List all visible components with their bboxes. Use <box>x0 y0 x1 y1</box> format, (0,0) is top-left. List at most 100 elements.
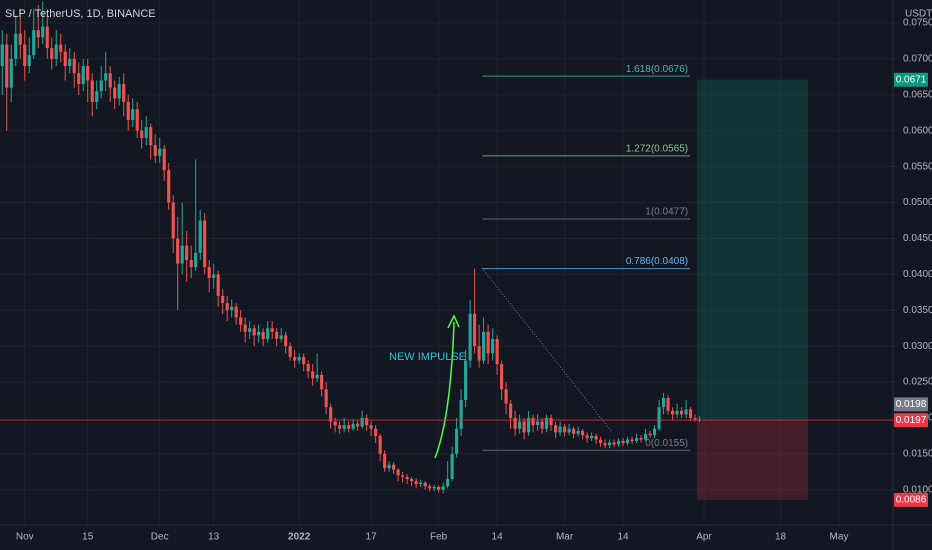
candle-body <box>41 26 45 38</box>
candle-body <box>257 331 261 336</box>
candle-body <box>297 356 301 361</box>
candle-body <box>68 58 72 67</box>
x-tick-label: 14 <box>618 532 630 543</box>
candle-body <box>617 440 621 445</box>
candle-body <box>315 374 319 379</box>
candle-body <box>243 324 247 332</box>
candle-body <box>639 438 643 440</box>
candle-body <box>333 421 337 426</box>
candle-body <box>522 421 526 433</box>
candle-body <box>441 486 445 490</box>
candle-body <box>518 421 522 429</box>
candle-body <box>567 428 571 433</box>
candle-body <box>486 331 490 354</box>
candle-body <box>504 389 508 404</box>
candle-body <box>374 428 378 436</box>
candle-body <box>468 313 472 361</box>
annotation: NEW IMPULSE <box>389 351 466 363</box>
candle-body <box>324 389 328 408</box>
fib-label: 0(0.0155) <box>645 438 688 449</box>
candle-body <box>625 439 630 444</box>
candle-body <box>275 331 279 339</box>
x-tick-label: May <box>830 532 849 543</box>
candle-body <box>63 51 67 67</box>
candle-body <box>608 442 612 446</box>
candle-body <box>634 438 639 441</box>
candle-body <box>185 245 189 260</box>
target-zone <box>696 79 808 421</box>
candle-body <box>158 148 162 156</box>
candle-body <box>540 421 544 429</box>
candle-body <box>531 417 535 426</box>
candle-body <box>491 338 495 354</box>
candle-body <box>378 435 382 454</box>
candle-body <box>14 33 18 59</box>
candle-body <box>95 91 99 102</box>
candle-body <box>270 328 274 332</box>
candle-body <box>612 442 616 445</box>
candle-body <box>99 80 103 92</box>
candle-body <box>652 428 657 436</box>
candle-body <box>252 328 256 336</box>
price-label-box <box>894 72 928 87</box>
candle-body <box>239 317 243 325</box>
candle-body <box>446 479 450 487</box>
y-tick-label: 0.0600 <box>903 125 932 136</box>
candle-body <box>221 295 225 304</box>
y-tick-label: 0.0700 <box>903 54 932 65</box>
candle-body <box>513 417 517 429</box>
fib-label: 1(0.0477) <box>645 207 688 218</box>
candle-body <box>329 407 333 422</box>
y-tick-label: 0.0450 <box>903 233 932 244</box>
arrow-head <box>447 314 460 329</box>
chart-title: SLP / TetherUS, 1D, BINANCE <box>5 8 156 20</box>
candle-body <box>126 101 130 120</box>
candle-body <box>549 417 553 426</box>
candle-body <box>450 453 454 480</box>
candle-body <box>180 245 184 264</box>
price-label: 0.0197 <box>896 415 927 426</box>
y-tick-label: 0.0500 <box>903 197 932 208</box>
candle-body <box>603 443 607 446</box>
candle-body <box>675 410 679 415</box>
candle-body <box>108 73 112 88</box>
candle-body <box>347 425 351 429</box>
candle-body <box>482 331 486 361</box>
candle-body <box>509 403 513 418</box>
position-boxes <box>696 79 808 500</box>
x-tick-label: 2022 <box>288 532 311 543</box>
candle-body <box>113 87 117 99</box>
y-tick-label: 0.0100 <box>903 484 932 495</box>
candle-body <box>585 435 589 439</box>
candle-body <box>212 274 216 278</box>
candle-body <box>140 130 144 138</box>
candle-body <box>693 417 697 420</box>
candle-body <box>684 409 688 415</box>
price-label: 0.0198 <box>896 399 927 410</box>
arrow <box>434 321 455 459</box>
candle-body <box>423 482 427 487</box>
candle-body <box>54 44 58 59</box>
candle-body <box>383 453 387 469</box>
candle-body <box>162 148 166 171</box>
x-tick-label: 18 <box>775 532 787 543</box>
candle-body <box>32 30 36 56</box>
candle-body <box>189 259 193 268</box>
candle-body <box>572 428 576 434</box>
candle-body <box>495 338 499 365</box>
candle-body <box>670 410 675 415</box>
candle-body <box>356 423 360 427</box>
fib-label: 1.272(0.0565) <box>626 143 688 154</box>
candle-body <box>203 220 207 268</box>
candle-body <box>320 374 324 390</box>
candle-body <box>122 84 126 102</box>
candle-body <box>225 303 229 311</box>
candle-body <box>117 84 121 99</box>
candle-body <box>248 328 252 332</box>
candle-body <box>284 335 288 347</box>
y-tick-label: 0.0150 <box>903 449 932 460</box>
x-tick-label: Mar <box>556 532 574 543</box>
candle-body <box>167 170 171 203</box>
